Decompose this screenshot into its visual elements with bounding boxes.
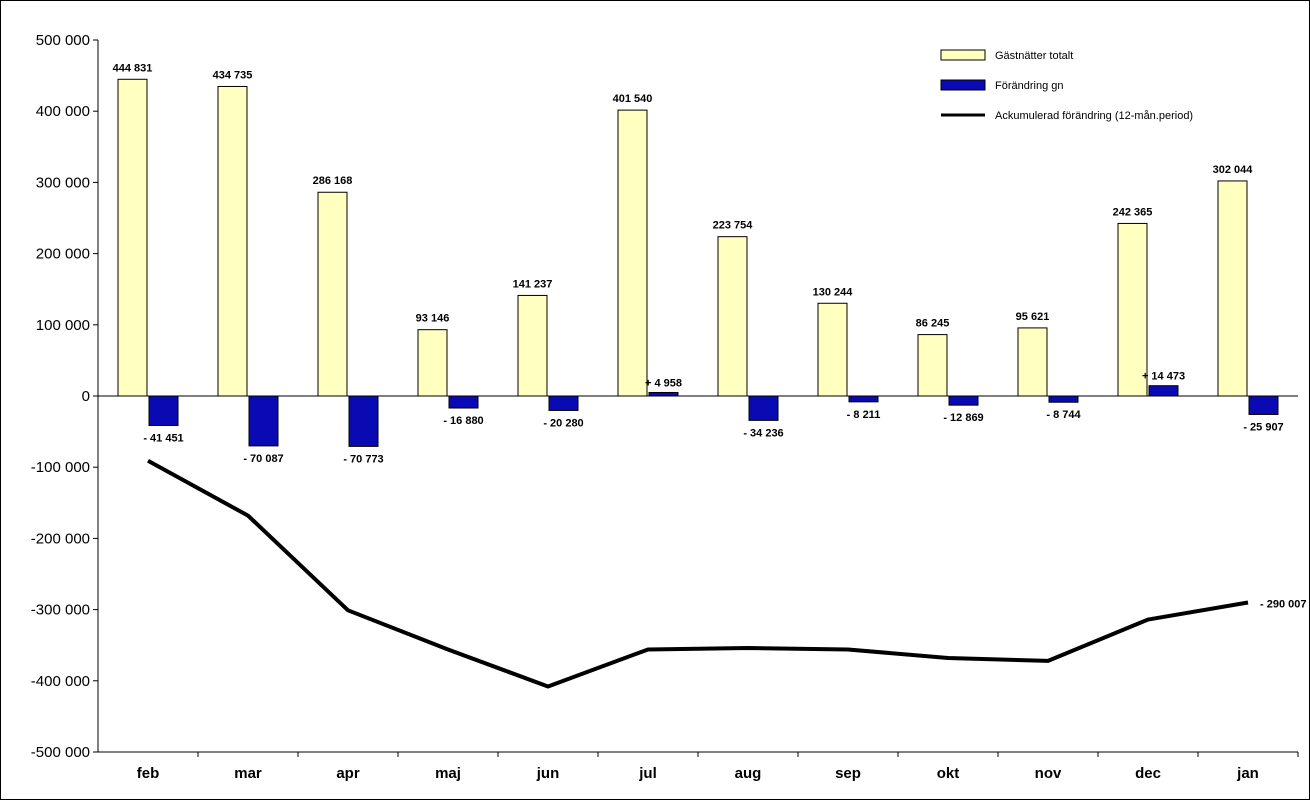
axes: 500 000 400 000 300 000 200 000 100 000 0 -100…: [31, 32, 1299, 782]
legend-label-change: Förändring gn: [995, 80, 1064, 92]
data-label-total: 444 831: [113, 62, 153, 74]
x-tick-label: aug: [735, 765, 762, 782]
data-label-total: 130 244: [813, 286, 854, 298]
bar-change: [448, 395, 479, 409]
data-label-change: - 70 087: [243, 453, 283, 465]
accumulated-line-path: [147, 459, 1249, 689]
bar-change: [1248, 395, 1279, 415]
bar-total: [817, 302, 848, 397]
data-labels: 444 831 - 41 451 434 735 - 70 087 286 168 - 7…: [113, 62, 1307, 610]
y-tick-label: -500 000: [31, 744, 90, 761]
data-label-change: - 8 744: [1046, 409, 1081, 421]
x-tick-label: feb: [137, 765, 160, 782]
data-label-total: 434 735: [213, 69, 253, 81]
bar-change: [848, 395, 879, 403]
y-tick-label: -100 000: [31, 459, 90, 476]
y-tick-label: 500 000: [36, 32, 90, 49]
x-tick-label: okt: [937, 765, 960, 782]
data-label-total: 86 245: [916, 318, 950, 330]
bar-change: [1148, 385, 1179, 397]
x-tick-label: mar: [234, 765, 262, 782]
data-label-total: 401 540: [613, 93, 653, 105]
data-label-total: 302 044: [1213, 164, 1254, 176]
y-tick-label: 100 000: [36, 317, 90, 334]
data-label-total: 286 168: [313, 175, 353, 187]
bar-change: [748, 395, 779, 421]
bar-total: [917, 334, 948, 397]
x-tick-label: apr: [336, 765, 360, 782]
bar-change: [648, 391, 679, 397]
data-label-change: - 8 211: [847, 409, 881, 421]
bar-change: [948, 395, 979, 406]
data-label-change: - 70 773: [343, 453, 383, 465]
bar-change: [348, 395, 379, 447]
data-label-change: + 4 958: [645, 377, 682, 389]
data-label-change: + 14 473: [1142, 371, 1185, 383]
legend-swatch-total: [940, 49, 986, 61]
legend: Gästnätter totalt Förändring gn Ackumule…: [940, 49, 1193, 122]
bar-change: [548, 395, 579, 411]
bar-change: [1048, 395, 1079, 403]
y-tick-label: -200 000: [31, 530, 90, 547]
bar-change: [148, 395, 179, 427]
y-tick-label: 400 000: [36, 103, 90, 120]
data-label-change: - 16 880: [443, 415, 483, 427]
x-tick-label: sep: [835, 765, 861, 782]
x-tick-label: jul: [638, 765, 657, 782]
x-tick-label: maj: [435, 765, 461, 782]
bar-total: [1117, 222, 1148, 397]
data-label-total: 242 365: [1113, 206, 1153, 218]
x-tick-label: nov: [1035, 765, 1062, 782]
y-tick-label: 0: [82, 388, 90, 405]
data-label-change: - 41 451: [143, 433, 183, 445]
x-tick-label: jun: [536, 765, 560, 782]
y-tick-label: -300 000: [31, 602, 90, 619]
y-tick-label: 300 000: [36, 174, 90, 191]
bar-total: [117, 78, 148, 397]
bar-change: [248, 395, 279, 447]
x-tick-label: jan: [1236, 765, 1259, 782]
data-label-total: 93 146: [416, 313, 450, 325]
data-label-total: 141 237: [513, 278, 553, 290]
bar-total: [217, 85, 248, 397]
y-tick-label: 200 000: [36, 246, 90, 263]
data-label-change: - 20 280: [543, 417, 583, 429]
legend-swatch-change: [940, 79, 986, 91]
data-label-change: - 34 236: [743, 427, 783, 439]
legend-label-accumulated: Ackumulerad förändring (12-mån.period): [995, 110, 1193, 122]
bar-total: [617, 109, 648, 397]
accumulated-line: [147, 459, 1249, 689]
bar-total: [1217, 180, 1248, 397]
data-label-total: 95 621: [1016, 311, 1050, 323]
bar-total: [417, 329, 448, 397]
data-label-accumulated-end: - 290 007: [1260, 598, 1306, 610]
x-tick-label: dec: [1135, 765, 1161, 782]
bar-total: [517, 294, 548, 397]
y-tick-label: -400 000: [31, 673, 90, 690]
bar-total: [1017, 327, 1048, 397]
bars: [117, 78, 1279, 447]
bar-total: [717, 236, 748, 397]
bar-total: [317, 191, 348, 397]
data-label-change: - 12 869: [943, 412, 983, 424]
data-label-change: - 25 907: [1243, 421, 1283, 433]
data-label-total: 223 754: [713, 220, 754, 232]
legend-label-total: Gästnätter totalt: [995, 50, 1073, 62]
